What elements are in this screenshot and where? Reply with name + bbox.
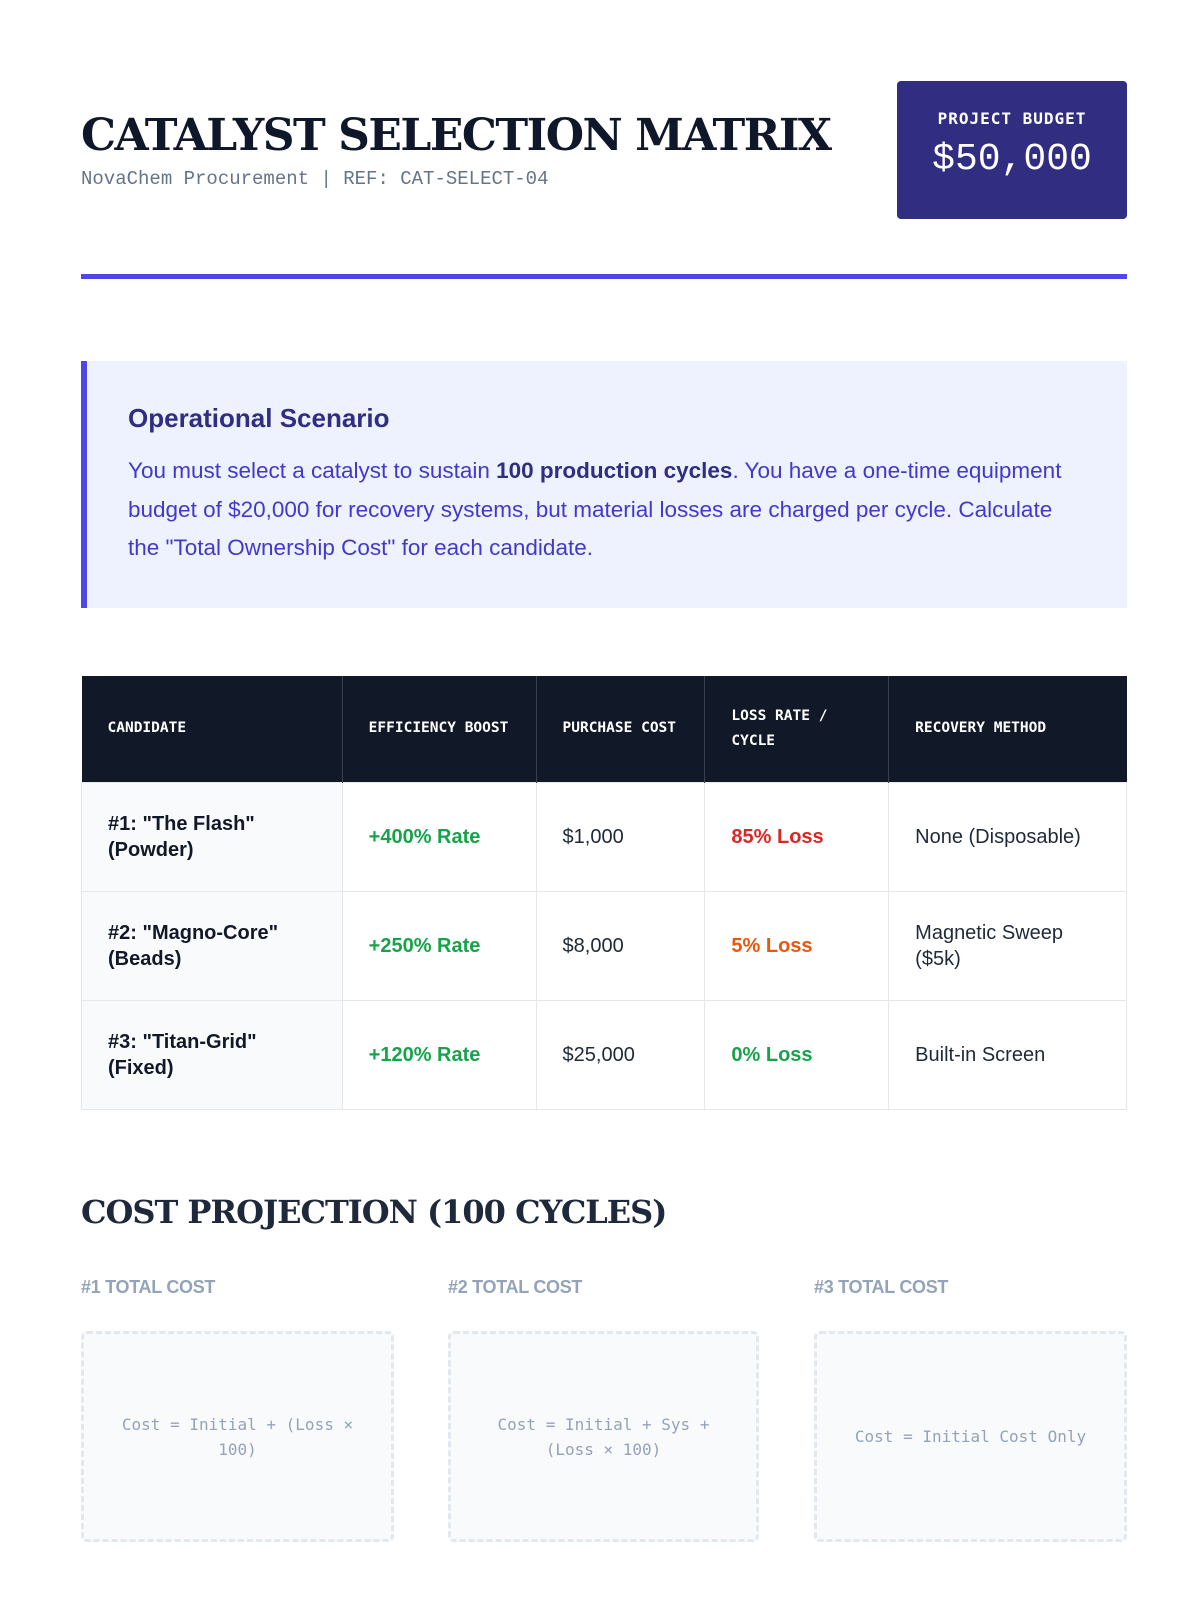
loss-rate-cell: 85% Loss — [704, 781, 890, 892]
loss-rate-cell: 5% Loss — [704, 890, 890, 1001]
header-divider — [81, 274, 1127, 279]
table-row: #1: "The Flash" (Powder) +400% Rate $1,0… — [81, 781, 1127, 892]
project-budget-card: PROJECT BUDGET $50,000 — [897, 81, 1127, 219]
total-cost-label-3: #3 TOTAL COST — [814, 1277, 949, 1297]
budget-label: PROJECT BUDGET — [937, 109, 1087, 128]
total-cost-input-3[interactable]: Cost = Initial Cost Only — [814, 1331, 1127, 1542]
scenario-text: You must select a catalyst to sustain 10… — [128, 452, 1087, 568]
scenario-callout: Operational Scenario You must select a c… — [81, 361, 1127, 608]
page-subtitle: NovaChem Procurement | REF: CAT-SELECT-0… — [81, 168, 549, 190]
recovery-cell: Built-in Screen — [888, 999, 1127, 1110]
purchase-cost-cell: $1,000 — [535, 781, 706, 892]
table-row: #3: "Titan-Grid" (Fixed) +120% Rate $25,… — [81, 999, 1127, 1110]
col-header-purchase-cost: PURCHASE COST — [536, 676, 706, 782]
purchase-cost-cell: $25,000 — [535, 999, 706, 1110]
cost-projection-heading: COST PROJECTION (100 CYCLES) — [81, 1193, 667, 1231]
candidate-cell: #3: "Titan-Grid" (Fixed) — [81, 999, 343, 1110]
total-cost-label-2: #2 TOTAL COST — [448, 1277, 583, 1297]
scenario-heading: Operational Scenario — [128, 403, 390, 433]
scenario-text-emphasis: 100 production cycles — [496, 458, 733, 483]
col-header-loss-rate: LOSS RATE / CYCLE — [704, 676, 890, 782]
scenario-text-end: . You have a one-time equipment budget o… — [128, 458, 1062, 560]
purchase-cost-cell: $8,000 — [535, 890, 706, 1001]
candidate-cell: #1: "The Flash" (Powder) — [81, 781, 343, 892]
formula-hint: Cost = Initial + Sys + (Loss × 100) — [497, 1414, 710, 1459]
budget-value: $50,000 — [932, 138, 1092, 181]
candidate-cell: #2: "Magno-Core" (Beads) — [81, 890, 343, 1001]
efficiency-cell: +250% Rate — [341, 890, 537, 1001]
col-header-efficiency: EFFICIENCY BOOST — [342, 676, 537, 782]
formula-hint: Cost = Initial Cost Only — [854, 1427, 1087, 1446]
scenario-text-start: You must select a catalyst to sustain — [128, 458, 497, 483]
recovery-cell: None (Disposable) — [888, 781, 1127, 892]
formula-hint: Cost = Initial + (Loss × 100) — [121, 1414, 354, 1459]
total-cost-input-2[interactable]: Cost = Initial + Sys + (Loss × 100) — [448, 1331, 759, 1542]
table-header-row: CANDIDATE EFFICIENCY BOOST PURCHASE COST… — [81, 676, 1127, 782]
total-cost-label-1: #1 TOTAL COST — [81, 1277, 216, 1297]
col-header-recovery: RECOVERY METHOD — [888, 676, 1127, 782]
col-header-candidate: CANDIDATE — [81, 676, 343, 782]
recovery-cell: Magnetic Sweep ($5k) — [888, 890, 1127, 1001]
table-row: #2: "Magno-Core" (Beads) +250% Rate $8,0… — [81, 890, 1127, 1001]
efficiency-cell: +120% Rate — [341, 999, 537, 1110]
efficiency-cell: +400% Rate — [341, 781, 537, 892]
page-title: CATALYST SELECTION MATRIX — [81, 110, 832, 161]
loss-rate-cell: 0% Loss — [704, 999, 890, 1110]
total-cost-input-1[interactable]: Cost = Initial + (Loss × 100) — [81, 1331, 394, 1542]
catalyst-table: CANDIDATE EFFICIENCY BOOST PURCHASE COST… — [81, 676, 1127, 1110]
